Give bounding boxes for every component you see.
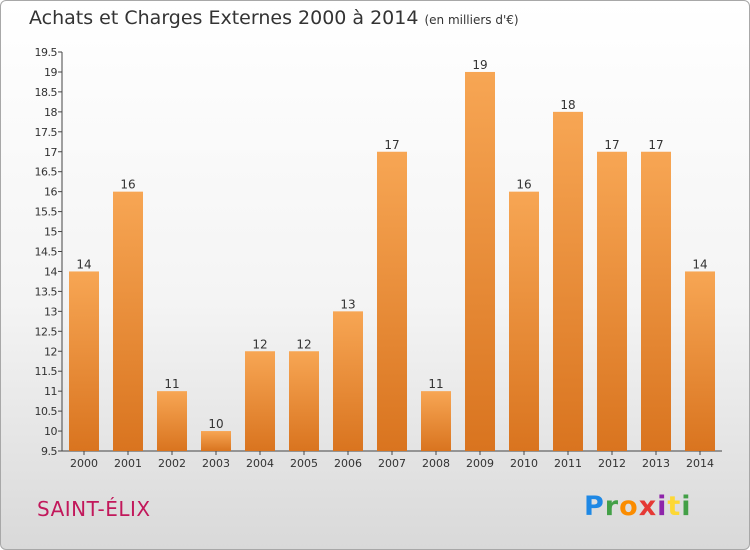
data-label: 13 (340, 297, 355, 311)
data-label: 10 (208, 417, 223, 431)
x-tick-label: 2003 (202, 457, 230, 470)
y-tick-label: 19 (44, 66, 57, 79)
x-tick-label: 2012 (598, 457, 626, 470)
y-tick-label: 13 (44, 305, 57, 318)
x-tick-label: 2004 (246, 457, 274, 470)
y-tick-label: 13.5 (35, 285, 58, 298)
y-tick-label: 19.5 (35, 46, 58, 59)
x-tick-label: 2010 (510, 457, 538, 470)
logo-letter: o (619, 491, 639, 522)
data-label: 17 (604, 138, 619, 152)
x-tick-label: 2009 (466, 457, 494, 470)
y-tick-label: 11 (44, 385, 57, 398)
bar[interactable] (509, 191, 539, 451)
bar[interactable] (597, 151, 627, 451)
y-tick-label: 18.5 (35, 86, 58, 99)
bar[interactable] (421, 391, 451, 451)
x-tick-label: 2002 (158, 457, 186, 470)
data-labels: 14 16 11 10 12 12 13 17 11 19 16 18 17 17 14 (76, 58, 707, 431)
bar[interactable] (113, 191, 143, 451)
unit-label: (en milliers d'€) (424, 13, 519, 27)
bar[interactable] (465, 71, 495, 451)
y-tick-label: 17.5 (35, 126, 58, 139)
data-label: 11 (428, 377, 443, 391)
y-tick-label: 18 (44, 106, 57, 119)
y-tick-label: 10 (44, 425, 57, 438)
y-tick-label: 16 (44, 186, 57, 199)
bar[interactable] (69, 271, 99, 451)
x-tick-label: 2000 (70, 457, 98, 470)
x-tick-label: 2008 (422, 457, 450, 470)
bar[interactable] (553, 111, 583, 451)
y-tick-label: 15.5 (35, 206, 58, 219)
x-tick-label: 2007 (378, 457, 406, 470)
data-label: 18 (560, 98, 575, 112)
y-tick-label: 17 (44, 146, 57, 159)
bar[interactable] (333, 311, 363, 451)
y-tick-label: 14.5 (35, 246, 58, 259)
data-label: 19 (472, 58, 487, 72)
bar[interactable] (289, 351, 319, 451)
x-tick-label: 2013 (642, 457, 670, 470)
y-tick-label: 14 (44, 265, 57, 278)
x-tick-label: 2005 (290, 457, 318, 470)
data-label: 12 (252, 337, 267, 351)
data-label: 14 (76, 257, 91, 271)
data-label: 14 (692, 257, 707, 271)
commune-name: SAINT-ÉLIX (37, 497, 151, 521)
title-text: Achats et Charges Externes 2000 à 2014 (29, 7, 419, 29)
x-tick-label: 2011 (554, 457, 582, 470)
bar[interactable] (201, 431, 231, 451)
x-tick-label: 2014 (686, 457, 714, 470)
data-label: 17 (648, 138, 663, 152)
x-tick-label: 2001 (114, 457, 142, 470)
data-label: 16 (516, 178, 531, 192)
logo-letter: i (657, 491, 668, 522)
data-label: 11 (164, 377, 179, 391)
y-tick-label: 10.5 (35, 405, 58, 418)
logo-letter: P (584, 491, 605, 522)
data-label: 17 (384, 138, 399, 152)
logo-letter: i (681, 491, 692, 522)
bar[interactable] (245, 351, 275, 451)
chart-title: Achats et Charges Externes 2000 à 2014 (e… (29, 7, 519, 29)
bar[interactable] (377, 151, 407, 451)
proxiti-logo[interactable]: Proxiti (584, 491, 692, 522)
logo-letter: t (667, 491, 682, 522)
y-tick-label: 11.5 (35, 365, 58, 378)
y-tick-label: 15 (44, 226, 57, 239)
bar[interactable] (641, 151, 671, 451)
x-tick-label: 2006 (334, 457, 362, 470)
bars (69, 71, 715, 451)
bar[interactable] (685, 271, 715, 451)
logo-letter: r (604, 491, 620, 522)
y-tick-label: 16.5 (35, 166, 58, 179)
y-tick-label: 9.5 (41, 445, 57, 458)
data-label: 12 (296, 337, 311, 351)
y-tick-label: 12.5 (35, 325, 58, 338)
logo-letter: x (638, 491, 658, 522)
y-tick-label: 12 (44, 345, 57, 358)
bar[interactable] (157, 391, 187, 451)
data-label: 16 (120, 178, 135, 192)
